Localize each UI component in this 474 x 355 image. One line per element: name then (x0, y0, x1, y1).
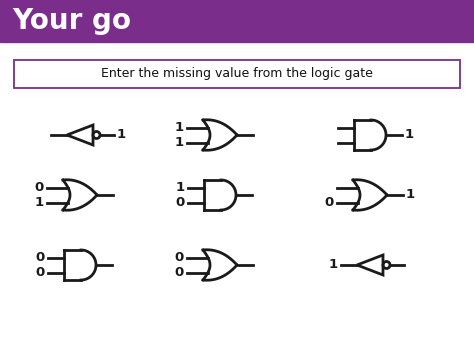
Text: 1: 1 (117, 129, 126, 142)
Text: 1: 1 (329, 258, 338, 272)
Text: 0: 0 (325, 196, 334, 209)
Text: 0: 0 (36, 266, 45, 279)
Text: 1: 1 (35, 196, 44, 209)
Bar (0, 0, 474, 42)
Text: 1: 1 (405, 129, 414, 142)
Text: 0: 0 (175, 266, 184, 279)
Text: 0: 0 (36, 251, 45, 264)
Text: 1: 1 (176, 181, 185, 194)
Text: Your go: Your go (12, 7, 131, 35)
Text: Enter the missing value from the logic gate: Enter the missing value from the logic g… (101, 67, 373, 81)
Text: 0: 0 (176, 196, 185, 209)
Text: 0: 0 (35, 181, 44, 194)
Text: 1: 1 (175, 136, 184, 149)
FancyBboxPatch shape (14, 60, 460, 88)
Text: 1: 1 (175, 121, 184, 134)
Text: 0: 0 (175, 251, 184, 264)
Text: 1: 1 (406, 189, 415, 202)
